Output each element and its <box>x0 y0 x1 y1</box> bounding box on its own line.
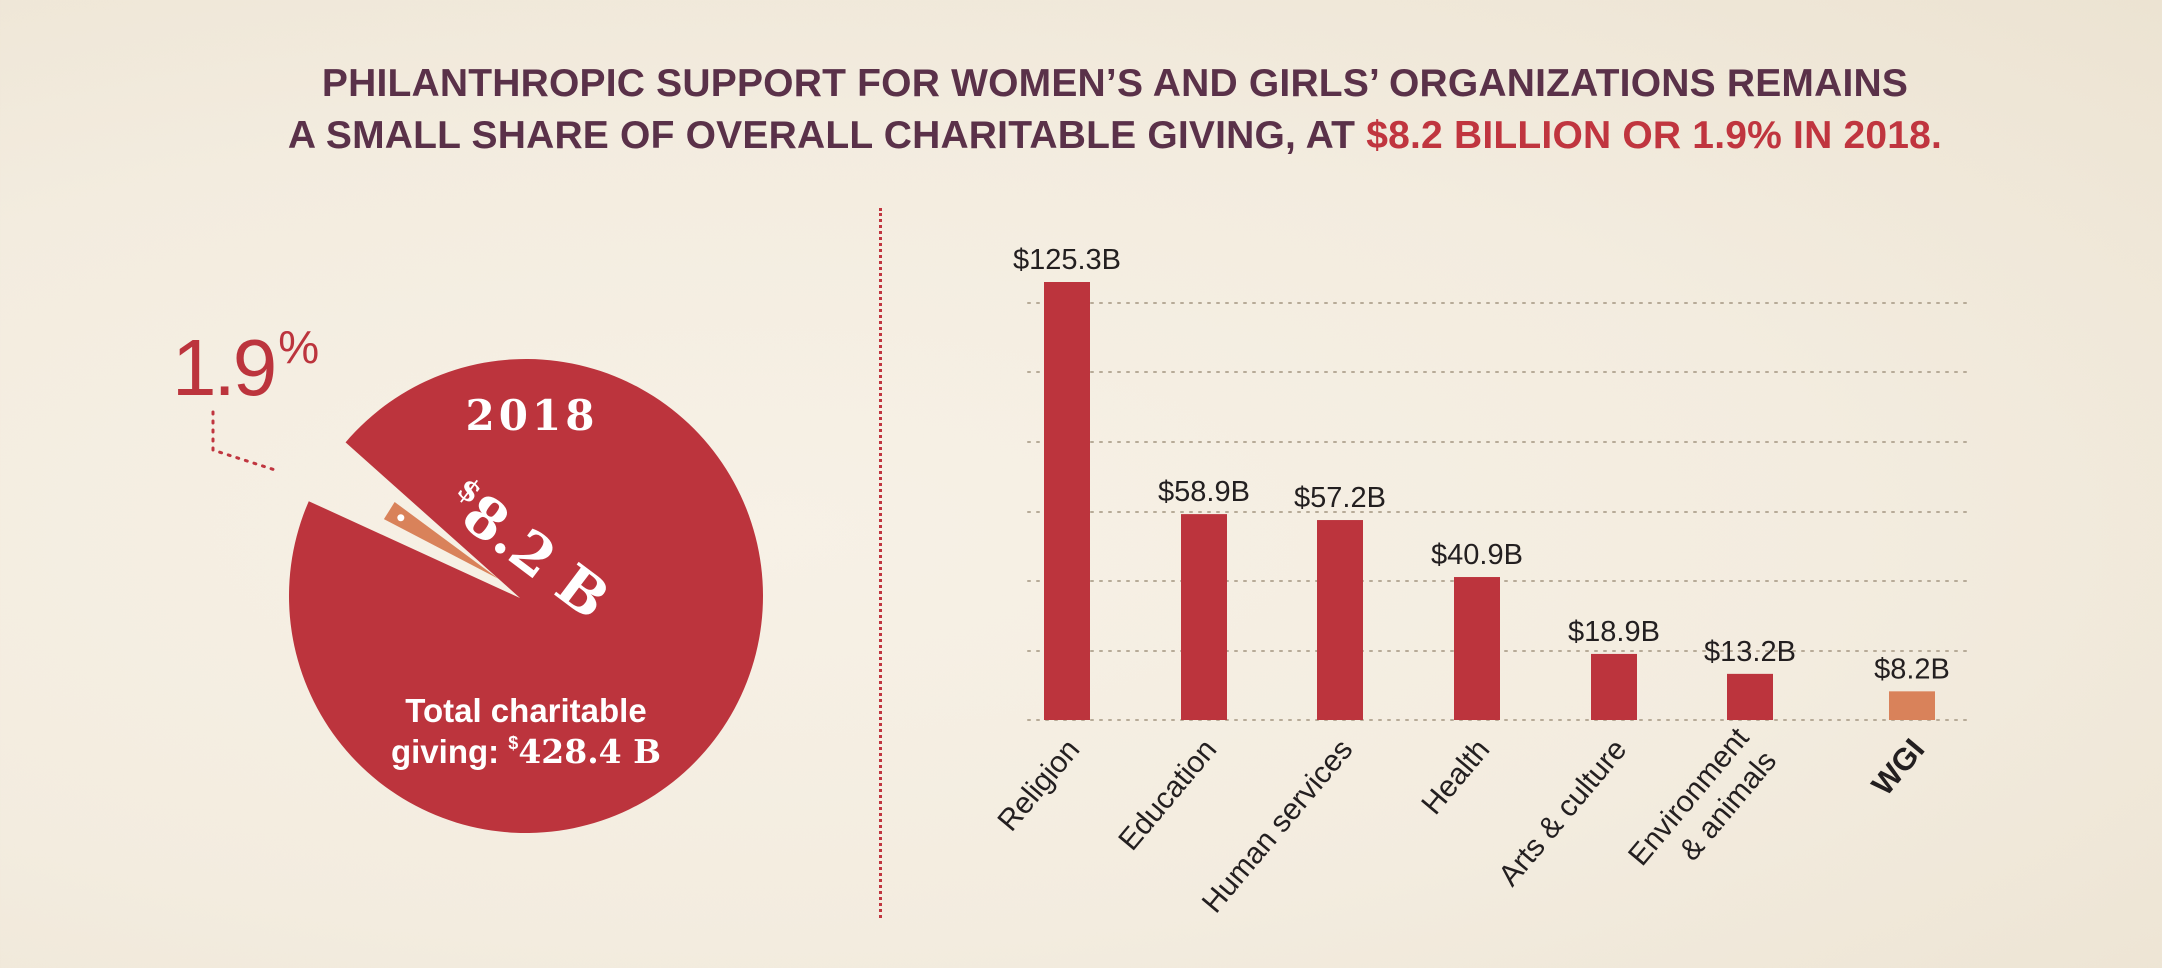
bar-human-services <box>1317 520 1363 720</box>
bar-category-label-line: Health <box>1415 733 1496 821</box>
bar-religion <box>1044 282 1090 720</box>
bar-value-label: $125.3B <box>1013 244 1121 276</box>
bar-education <box>1181 514 1227 720</box>
pie-slice-marker <box>397 514 405 522</box>
title-line-2: A SMALL SHARE OF OVERALL CHARITABLE GIVI… <box>0 110 2162 162</box>
title-line-1: PHILANTHROPIC SUPPORT FOR WOMEN’S AND GI… <box>321 62 1909 105</box>
leader-line <box>211 410 277 472</box>
bar-environment-animals <box>1727 673 1773 720</box>
share-unit: % <box>278 321 318 373</box>
bar-category-label: WGI <box>1865 732 1932 802</box>
total-label-line-1: Total charitable <box>405 692 646 729</box>
bar-arts-culture <box>1591 653 1637 720</box>
share-percent-label: 1.9% <box>172 321 318 412</box>
bar-category-label: Education <box>1112 733 1223 856</box>
title-highlight: $8.2 BILLION OR 1.9% IN 2018. <box>1366 114 1943 157</box>
bar-category-label: Environment& animals <box>1622 721 1784 895</box>
bar-category-label: Human services <box>1196 733 1360 919</box>
total-currency: $ <box>508 733 518 753</box>
bar-category-label: Arts & culture <box>1492 733 1633 892</box>
bar-category-label-line: Religion <box>991 733 1086 837</box>
total-amount: 428.4 B <box>518 732 661 771</box>
bar-wgi <box>1889 691 1935 720</box>
bar-value-label: $8.2B <box>1874 653 1950 685</box>
total-prefix: giving: <box>391 733 508 770</box>
pie-slice-total <box>288 358 763 833</box>
bar-series <box>1044 282 1935 720</box>
bar-category-label: Health <box>1415 733 1496 821</box>
title-line-2-prefix: A SMALL SHARE OF OVERALL CHARITABLE GIVI… <box>287 114 1367 157</box>
section-divider <box>879 208 882 918</box>
pie-year-label: 2018 <box>466 391 599 440</box>
bar-category-label-line: WGI <box>1865 732 1932 802</box>
bar-value-label: $18.9B <box>1568 616 1660 648</box>
pie-slice-wgi <box>383 501 499 579</box>
bar-value-label: $58.9B <box>1158 476 1250 508</box>
bar-category-label-line: Human services <box>1196 733 1360 919</box>
bar-value-labels: $125.3B $58.9B $57.2B $40.9B $18.9B $13.2B $8.… <box>1013 244 1950 685</box>
bar-value-label: $40.9B <box>1431 539 1523 571</box>
bar-category-label: Religion <box>991 733 1086 837</box>
bar-value-label: $57.2B <box>1294 482 1386 514</box>
share-number: 1.9 <box>172 323 274 412</box>
bar-value-label: $13.2B <box>1704 636 1796 668</box>
total-label-line-2: giving: $428.4 B <box>391 732 661 771</box>
bar-category-label-line: Arts & culture <box>1492 733 1633 892</box>
bar-health <box>1454 577 1500 720</box>
bar-category-label-line: Education <box>1112 733 1223 856</box>
page-title: PHILANTHROPIC SUPPORT FOR WOMEN’S AND GI… <box>0 58 2162 162</box>
